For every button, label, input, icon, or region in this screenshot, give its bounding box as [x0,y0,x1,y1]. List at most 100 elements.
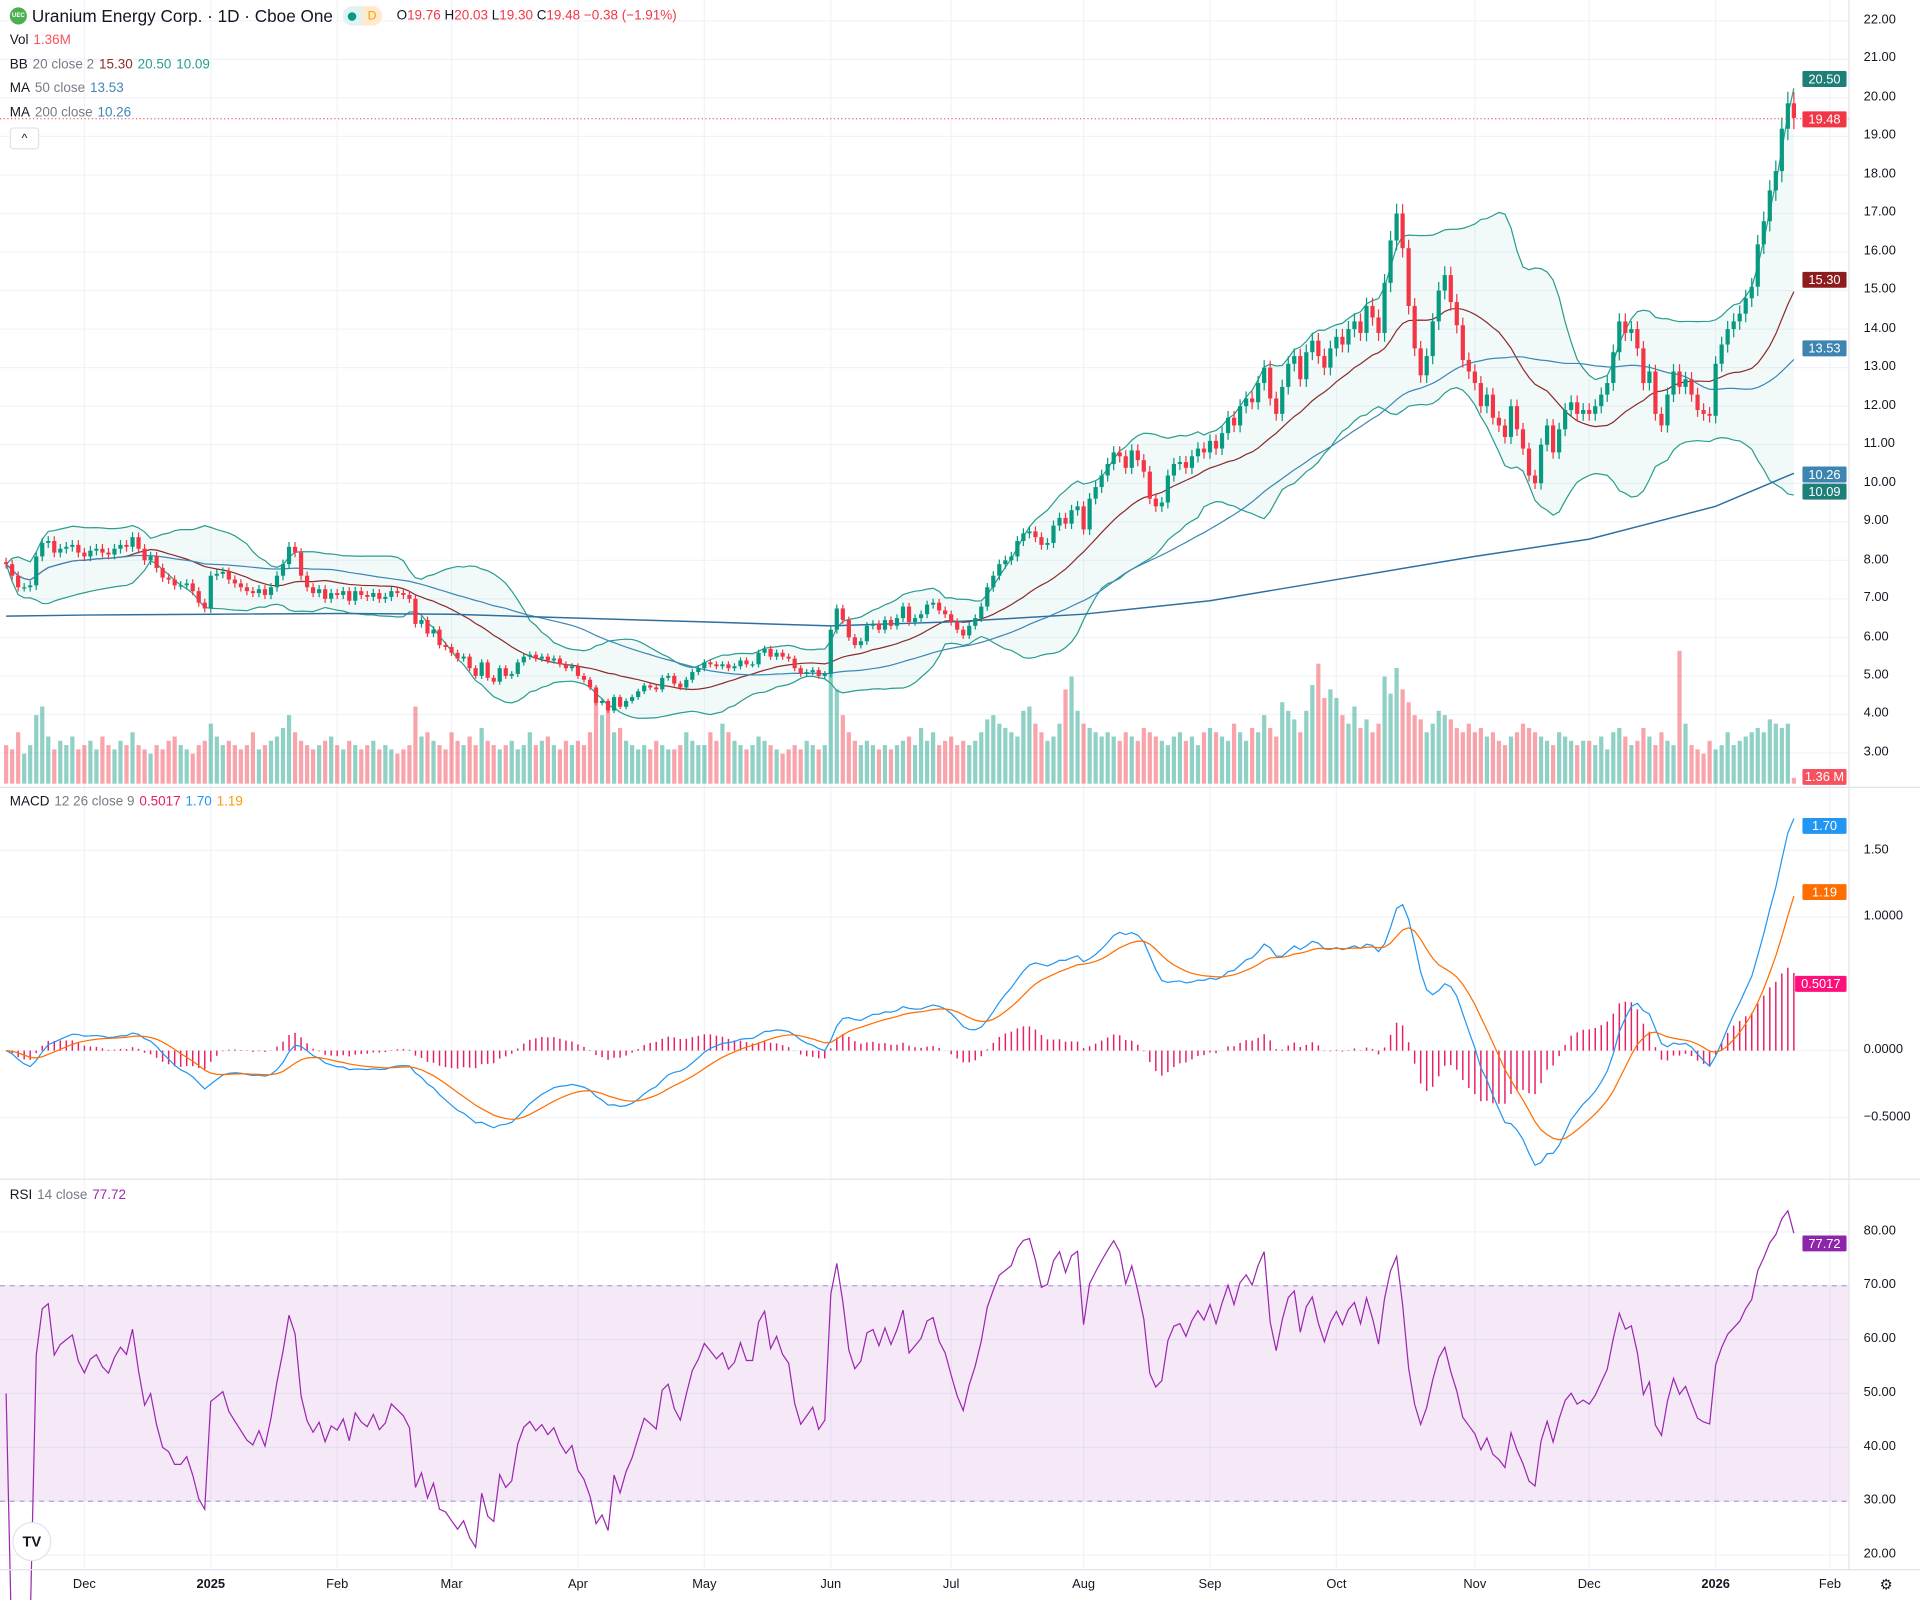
candle-body [931,602,936,605]
bb-lower-badge: 10.09 [1802,483,1847,500]
volume-bar [1665,740,1670,784]
candle-body [1237,406,1243,426]
candle-body [491,677,496,682]
volume-bar [1153,736,1158,784]
date-label: Feb [326,1577,349,1592]
candle-body [557,658,563,665]
candle-body [1737,313,1742,322]
candle-body [1256,383,1261,403]
volume-bar [521,745,526,784]
volume-bar [720,723,725,784]
company-logo: UEC [9,7,27,25]
volume-bar [780,753,785,784]
candle-body [467,656,472,669]
candle-body [979,606,984,619]
bb-legend[interactable]: BB 20 close 2 15.30 20.50 10.09 [9,57,210,73]
candle-body [575,666,581,676]
volume-bar [136,745,141,784]
volume-bar [605,710,611,784]
ma50-legend[interactable]: MA 50 close 13.53 [9,80,124,96]
volume-bar [979,732,984,784]
candle-body [52,541,57,553]
volume-bar [690,740,695,784]
volume-bar [1021,710,1026,784]
volume-bar [407,745,412,784]
candle-body [286,546,292,565]
collapse-legend-button[interactable]: ^ [9,127,40,150]
macd-legend[interactable]: MACD 12 26 close 9 0.5017 1.70 1.19 [9,794,243,810]
volume-bar [943,740,948,784]
volume-bar [1093,732,1098,784]
candle-body [437,629,442,646]
candle-body [527,654,532,657]
ma200-legend[interactable]: MA 200 close 10.26 [9,105,132,121]
volume-bar [94,749,99,784]
candle-body [1268,367,1273,399]
price-tick-label: 15.00 [1863,281,1896,297]
date-label: Jun [820,1577,842,1592]
candle-body [1587,410,1592,414]
ma50-badge: 13.53 [1802,340,1847,357]
volume-bar [1292,719,1297,784]
volume-bar [1304,710,1309,784]
volume-bar [1147,732,1152,784]
candle-body [202,602,207,609]
candle-body [190,583,195,592]
candle-body [256,589,262,594]
bb-upper-badge: 20.50 [1802,71,1847,87]
market-status[interactable]: D [342,6,382,26]
volume-bar [1502,745,1508,784]
volume-bar [1448,719,1453,784]
candle-body [76,544,81,553]
price-tick-label: 14.00 [1863,320,1896,336]
candle-body [341,591,346,595]
volume-bar [1478,727,1483,784]
candle-body [1695,394,1700,411]
candle-body [473,668,478,676]
date-label: Dec [1577,1577,1601,1592]
volume-bar [1195,745,1201,784]
volume-bar [1544,740,1550,784]
candle-body [611,697,617,711]
volume-bar [250,732,256,784]
price-tick-label: 17.00 [1863,204,1896,220]
candle-body [184,583,189,586]
volume-bar [774,749,779,784]
tradingview-logo[interactable]: TV [12,1522,52,1562]
volume-bar [1707,740,1712,784]
volume-bar [1635,740,1640,784]
candle-body [1183,462,1189,468]
candle-body [1593,406,1598,414]
volume-bar [1370,732,1375,784]
volume-bar [1358,727,1363,784]
candle-body [648,685,653,688]
candle-body [1177,462,1183,464]
candle-body [786,656,791,659]
bb-basis-line [5,291,1795,691]
volume-bar [804,740,809,784]
volume-bar [1538,736,1544,784]
symbol-title[interactable]: Uranium Energy Corp. · 1D · Cboe One [31,6,333,26]
bb-basis-badge: 15.30 [1802,271,1847,288]
volume-bar [304,745,310,784]
volume-legend[interactable]: Vol 1.36M [9,33,71,48]
rsi-tick-label: 50.00 [1863,1384,1896,1400]
rsi-legend[interactable]: RSI 14 close 77.72 [9,1187,126,1203]
candle-body [720,664,725,667]
candle-body [1563,410,1568,430]
volume-bar [1045,740,1050,784]
volume-bar [912,745,918,784]
volume-bar [1671,745,1676,784]
settings-gear-icon[interactable]: ⚙ [1879,1575,1893,1594]
candle-body [1021,533,1026,542]
candle-body [1051,525,1056,543]
volume-bar [46,736,51,784]
candle-body [744,660,749,665]
rsi-tick-label: 80.00 [1863,1223,1896,1238]
volume-bar [1129,736,1134,784]
volume-bar [1773,723,1778,784]
candle-body [1057,517,1062,526]
symbol-legend[interactable]: UEC Uranium Energy Corp. · 1D · Cboe One… [9,6,677,26]
volume-bar [52,749,57,784]
